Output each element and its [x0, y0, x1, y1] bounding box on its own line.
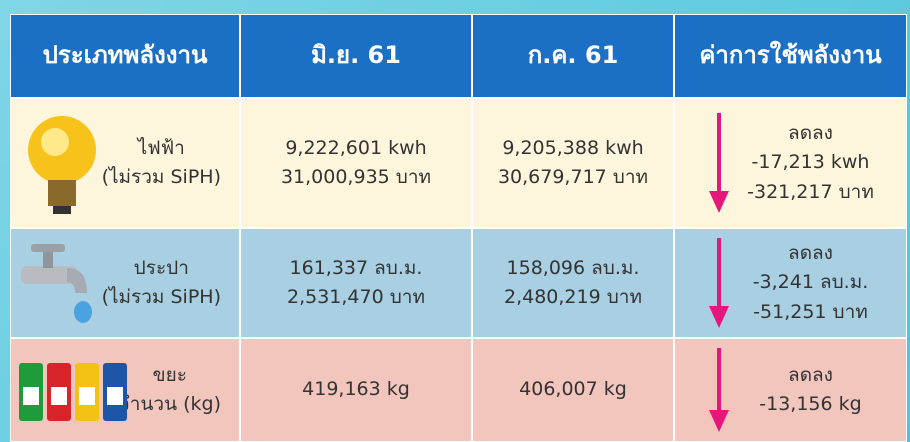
- value: -51,251 บาท: [753, 298, 868, 327]
- down-arrow: [709, 113, 729, 213]
- value: 9,205,388 kwh: [502, 134, 643, 163]
- value: -13,156 kg: [759, 390, 861, 419]
- value: 30,679,717 บาท: [498, 163, 648, 192]
- change-cell: ลดลง-13,156 kg: [675, 339, 906, 441]
- down-arrow: [709, 348, 729, 432]
- label-line: (ไม่รวม SiPH): [102, 283, 221, 312]
- value: ลดลง: [788, 361, 833, 390]
- energy-table: ประเภทพลังงาน มิ.ย. 61 ก.ค. 61 ค่าการใช้…: [10, 14, 907, 442]
- header-cell: มิ.ย. 61: [241, 15, 471, 97]
- header-cell: ประเภทพลังงาน: [11, 15, 239, 97]
- value: 419,163 kg: [302, 375, 410, 404]
- row-label: ประปา(ไม่รวม SiPH): [11, 229, 239, 337]
- jun-cell: 161,337 ลบ.ม.2,531,470 บาท: [241, 229, 471, 337]
- value: 161,337 ลบ.ม.: [290, 254, 423, 283]
- value: 2,480,219 บาท: [504, 283, 642, 312]
- change-cell: ลดลง-17,213 kwh-321,217 บาท: [675, 99, 906, 227]
- change-cell: ลดลง-3,241 ลบ.ม.-51,251 บาท: [675, 229, 906, 337]
- label-line: ไฟฟ้า: [138, 134, 185, 163]
- faucet-icon: [17, 238, 107, 328]
- value: ลดลง: [788, 239, 833, 268]
- jul-cell: 158,096 ลบ.ม.2,480,219 บาท: [473, 229, 673, 337]
- jul-cell: 406,007 kg: [473, 339, 673, 441]
- value: -17,213 kwh: [752, 148, 870, 177]
- value: 31,000,935 บาท: [281, 163, 431, 192]
- value: 9,222,601 kwh: [285, 134, 426, 163]
- label-line: ขยะ: [153, 361, 187, 390]
- bins-icon: [17, 355, 129, 425]
- value: 158,096 ลบ.ม.: [507, 254, 640, 283]
- header-cell: ก.ค. 61: [473, 15, 673, 97]
- value: 2,531,470 บาท: [287, 283, 425, 312]
- page: ประเภทพลังงาน มิ.ย. 61 ก.ค. 61 ค่าการใช้…: [0, 0, 910, 442]
- jun-cell: 419,163 kg: [241, 339, 471, 441]
- row-label: ไฟฟ้า(ไม่รวม SiPH): [11, 99, 239, 227]
- down-arrow: [709, 238, 729, 328]
- value: 406,007 kg: [519, 375, 627, 404]
- header-cell: ค่าการใช้พลังงาน: [675, 15, 906, 97]
- bulb-icon: [17, 108, 107, 218]
- value: -321,217 บาท: [747, 178, 874, 207]
- label-line: จำนวน (kg): [119, 390, 221, 419]
- value: -3,241 ลบ.ม.: [753, 268, 869, 297]
- label-line: ประปา: [134, 254, 189, 283]
- row-label: ขยะจำนวน (kg): [11, 339, 239, 441]
- label-line: (ไม่รวม SiPH): [102, 163, 221, 192]
- value: ลดลง: [788, 119, 833, 148]
